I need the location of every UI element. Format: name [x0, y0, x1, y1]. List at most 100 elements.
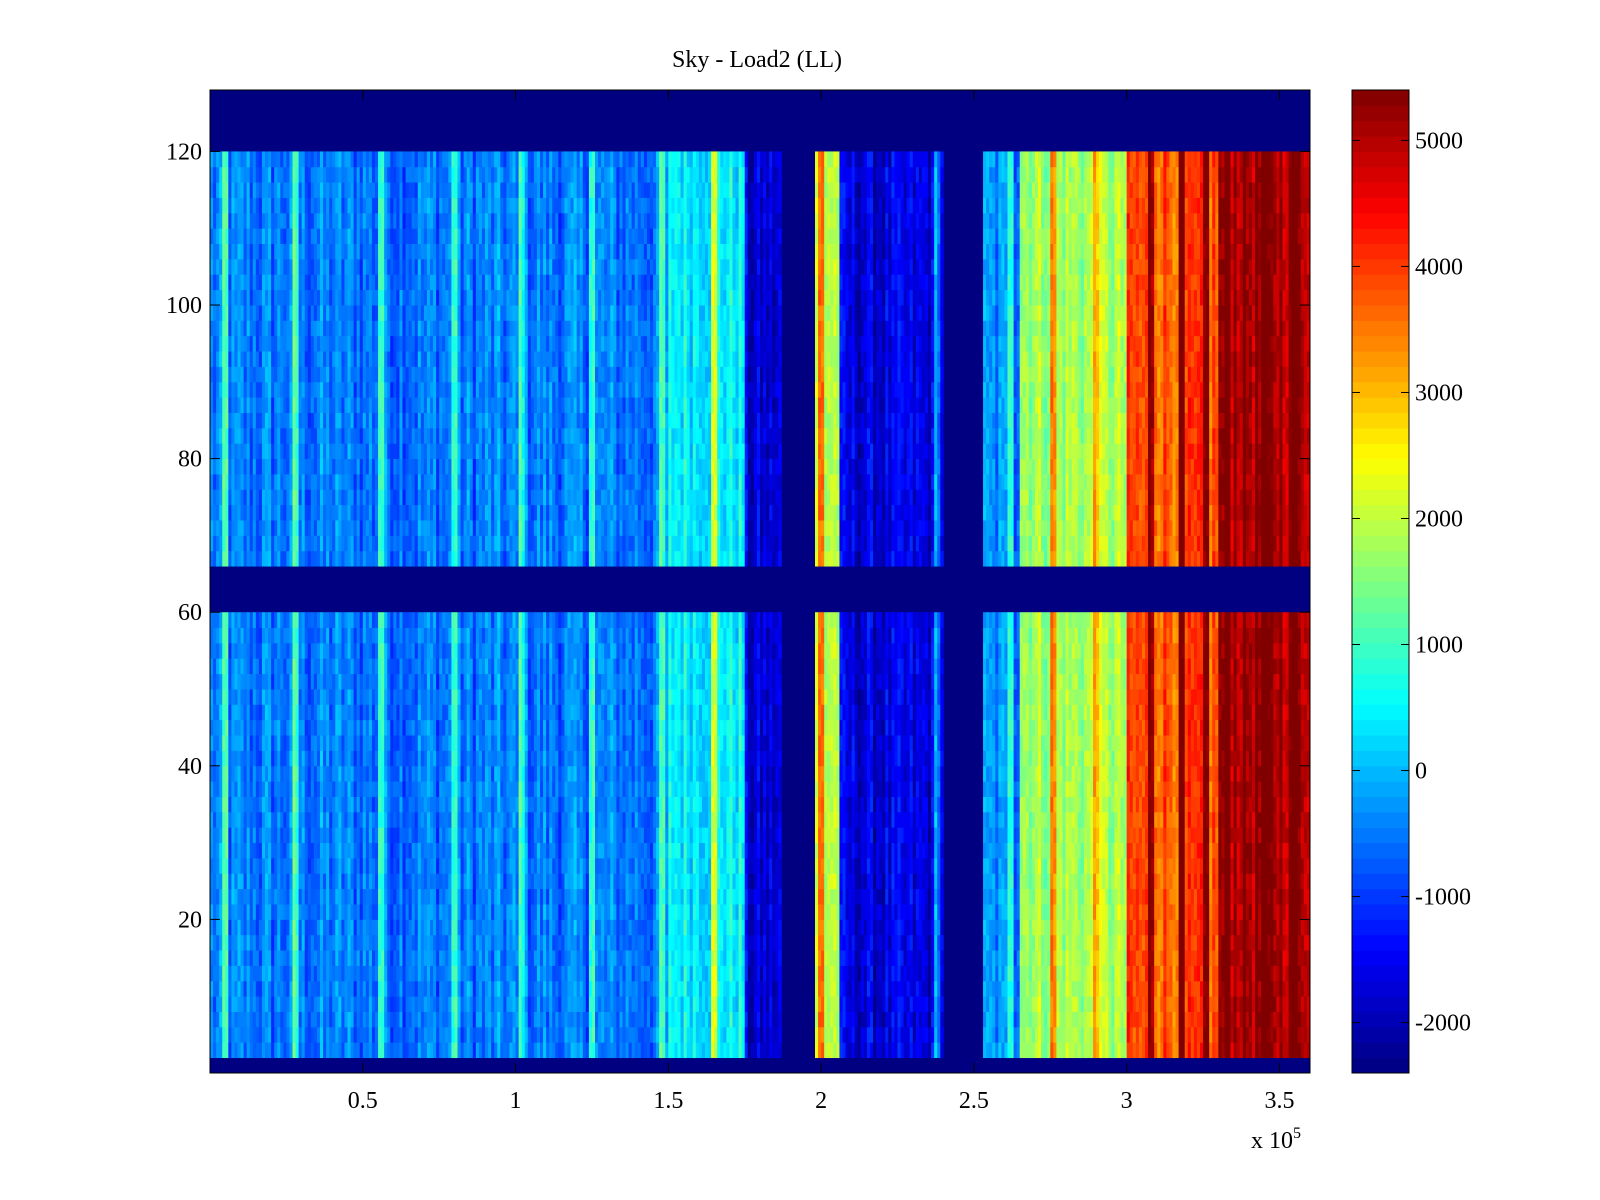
heatmap-cell — [451, 843, 454, 859]
heatmap-cell — [396, 981, 399, 997]
heatmap-cell — [354, 889, 357, 905]
heatmap-cell — [644, 827, 647, 843]
heatmap-cell — [815, 950, 818, 966]
heatmap-cell — [708, 1042, 711, 1058]
heatmap-cell — [360, 904, 363, 920]
heatmap-cell — [299, 950, 302, 966]
heatmap-cell — [1087, 904, 1090, 920]
heatmap-cell — [1286, 889, 1289, 905]
heatmap-cell — [873, 873, 876, 889]
heatmap-cell — [870, 935, 873, 951]
heatmap-cell — [451, 919, 454, 935]
heatmap-cell — [571, 889, 574, 905]
heatmap-cell — [995, 843, 998, 859]
heatmap-cell — [1221, 981, 1224, 997]
heatmap-cell — [1221, 965, 1224, 981]
heatmap-cell — [1240, 889, 1243, 905]
heatmap-cell — [717, 950, 720, 966]
heatmap-cell — [305, 1012, 308, 1028]
heatmap-cell — [436, 996, 439, 1012]
heatmap-cell — [491, 904, 494, 920]
heatmap-cell — [1121, 1042, 1124, 1058]
heatmap-cell — [852, 996, 855, 1012]
heatmap-cell — [1209, 889, 1212, 905]
heatmap-cell — [244, 919, 247, 935]
heatmap-cell — [763, 889, 766, 905]
heatmap-cell — [696, 919, 699, 935]
heatmap-cell — [687, 843, 690, 859]
heatmap-cell — [1188, 1012, 1191, 1028]
heatmap-cell — [231, 858, 234, 874]
heatmap-cell — [925, 843, 928, 859]
heatmap-cell — [415, 981, 418, 997]
heatmap-cell — [412, 935, 415, 951]
heatmap-cell — [265, 981, 268, 997]
heatmap-cell — [445, 965, 448, 981]
heatmap-cell — [1081, 1012, 1084, 1028]
heatmap-cell — [592, 950, 595, 966]
heatmap-cell — [1038, 965, 1041, 981]
heatmap-cell — [699, 935, 702, 951]
heatmap-cell — [253, 873, 256, 889]
heatmap-cell — [940, 1027, 943, 1043]
heatmap-cell — [335, 1012, 338, 1028]
heatmap-cell — [1185, 873, 1188, 889]
heatmap-cell — [659, 889, 662, 905]
heatmap-cell — [1261, 904, 1264, 920]
heatmap-cell — [922, 858, 925, 874]
heatmap-cell — [726, 919, 729, 935]
heatmap-cell — [390, 919, 393, 935]
heatmap-cell — [815, 965, 818, 981]
heatmap-cell — [289, 996, 292, 1012]
heatmap-cell — [1127, 935, 1130, 951]
heatmap-cell — [855, 996, 858, 1012]
heatmap-cell — [332, 1012, 335, 1028]
heatmap-cell — [934, 889, 937, 905]
heatmap-cell — [601, 935, 604, 951]
heatmap-cell — [568, 950, 571, 966]
heatmap-cell — [1264, 950, 1267, 966]
heatmap-cell — [497, 843, 500, 859]
heatmap-cell — [571, 965, 574, 981]
heatmap-cell — [623, 965, 626, 981]
heatmap-cell — [1157, 919, 1160, 935]
heatmap-cell — [1261, 1042, 1264, 1058]
heatmap-cell — [1130, 858, 1133, 874]
heatmap-cell — [1056, 996, 1059, 1012]
heatmap-cell — [360, 827, 363, 843]
heatmap-cell — [769, 935, 772, 951]
heatmap-cell — [503, 965, 506, 981]
heatmap-cell — [253, 1042, 256, 1058]
heatmap-cell — [366, 843, 369, 859]
heatmap-cell — [720, 843, 723, 859]
heatmap-cell — [311, 1042, 314, 1058]
heatmap-cell — [366, 1012, 369, 1028]
heatmap-cell — [308, 858, 311, 874]
heatmap-cell — [876, 965, 879, 981]
heatmap-cell — [1298, 965, 1301, 981]
heatmap-cell — [503, 827, 506, 843]
heatmap-cell — [238, 919, 241, 935]
heatmap-cell — [913, 889, 916, 905]
heatmap-cell — [253, 827, 256, 843]
heatmap-cell — [720, 965, 723, 981]
heatmap-cell — [1221, 889, 1224, 905]
heatmap-cell — [244, 889, 247, 905]
heatmap-cell — [583, 904, 586, 920]
heatmap-cell — [644, 996, 647, 1012]
heatmap-cell — [931, 981, 934, 997]
heatmap-cell — [705, 981, 708, 997]
heatmap-cell — [314, 889, 317, 905]
heatmap-cell — [396, 1027, 399, 1043]
heatmap-cell — [616, 873, 619, 889]
heatmap-cell — [522, 981, 525, 997]
heatmap-cell — [348, 950, 351, 966]
heatmap-cell — [1197, 889, 1200, 905]
heatmap-cell — [219, 965, 222, 981]
heatmap-cell — [305, 1027, 308, 1043]
heatmap-cell — [1130, 1027, 1133, 1043]
heatmap-cell — [656, 996, 659, 1012]
heatmap-cell — [748, 935, 751, 951]
heatmap-cell — [427, 1027, 430, 1043]
heatmap-cell — [528, 873, 531, 889]
